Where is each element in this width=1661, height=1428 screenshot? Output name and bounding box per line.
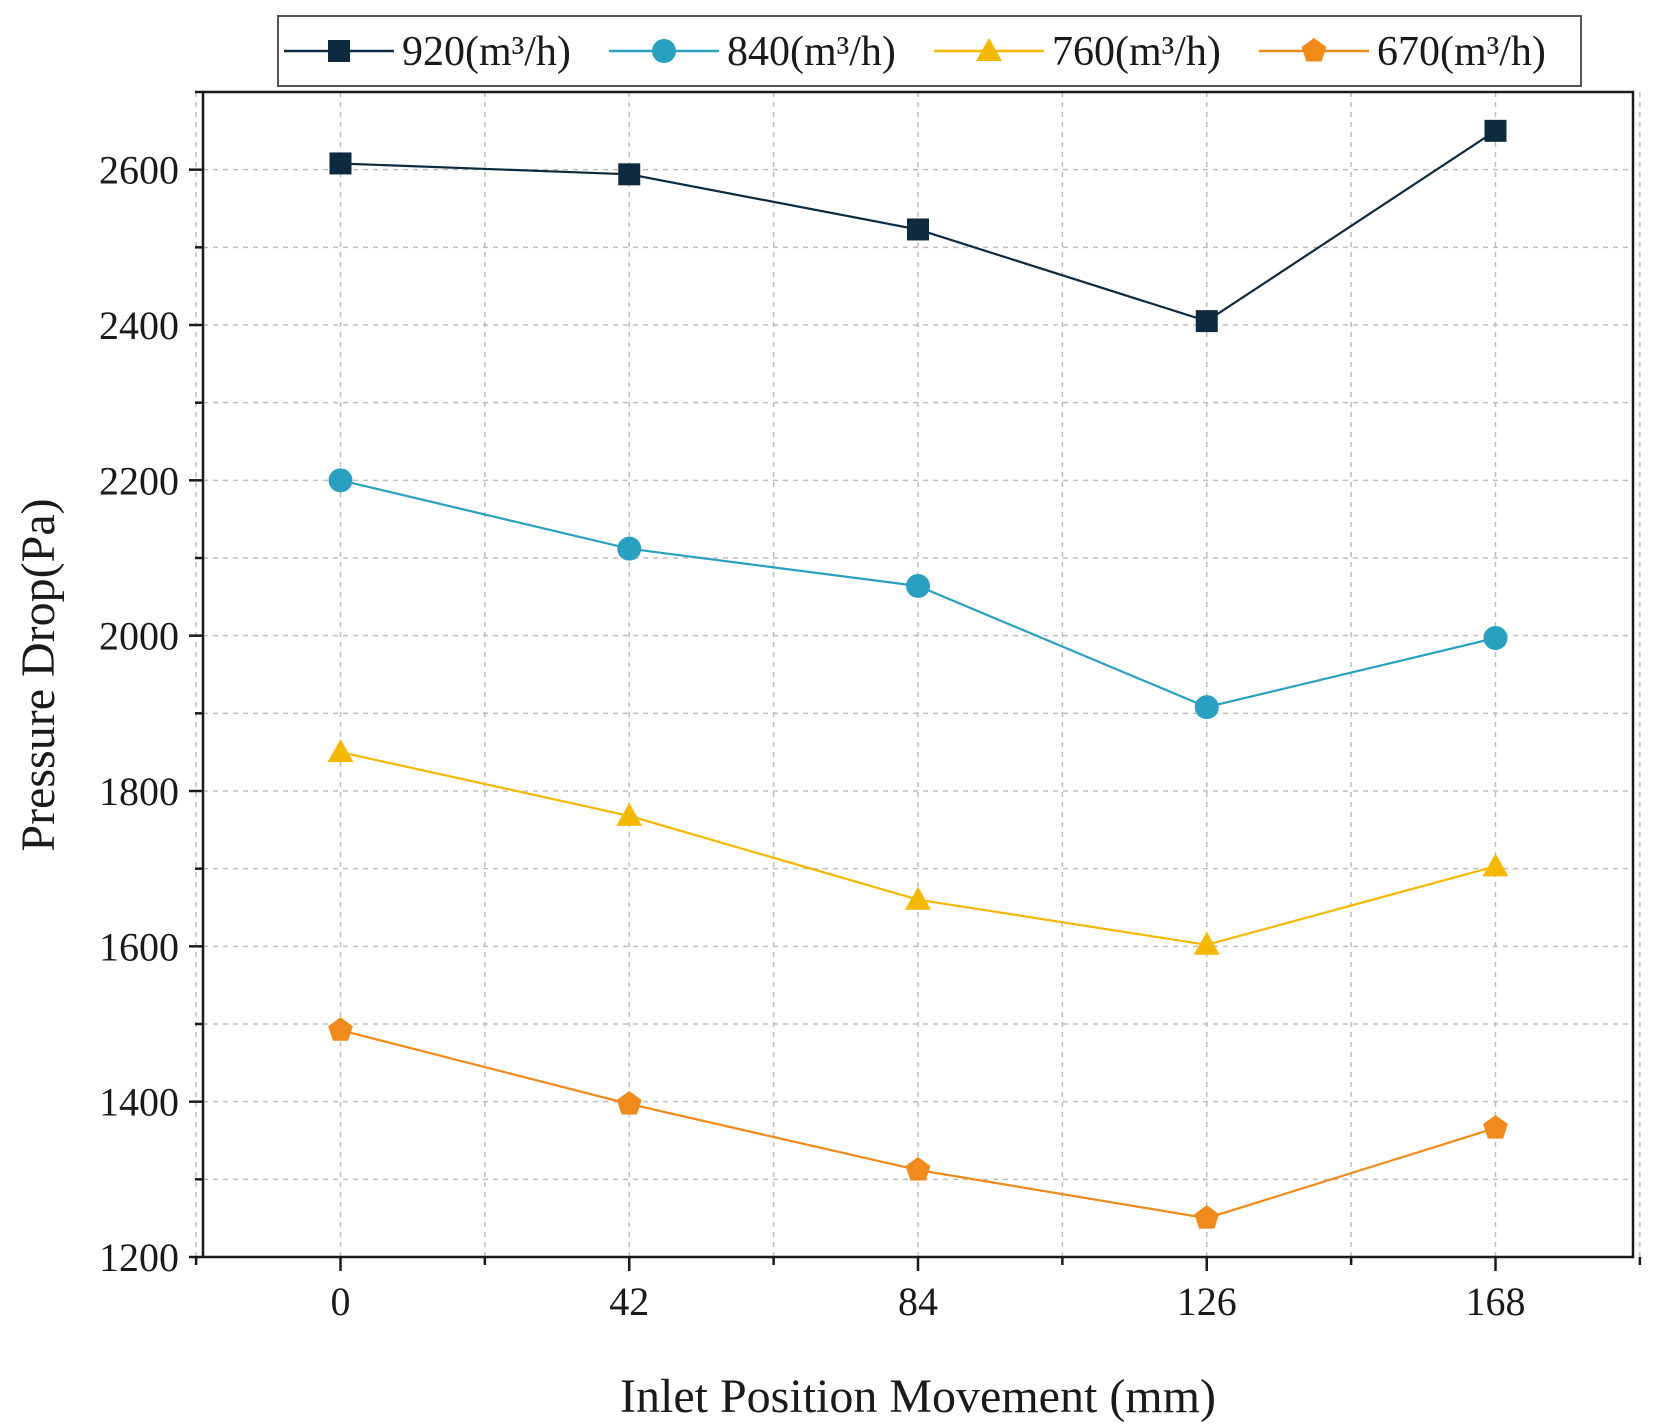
y-tick-label: 1600	[99, 924, 179, 969]
data-point-square	[618, 163, 641, 186]
y-tick-label: 1200	[99, 1235, 179, 1280]
series-1	[328, 468, 1508, 720]
data-point-triangle	[327, 739, 354, 763]
legend-item: 840(m³/h)	[609, 29, 896, 75]
legend-label: 840(m³/h)	[727, 29, 896, 75]
data-point-triangle	[1193, 931, 1220, 955]
legend-item: 670(m³/h)	[1259, 29, 1546, 75]
x-tick-label: 168	[1466, 1279, 1526, 1324]
legend-label: 670(m³/h)	[1377, 29, 1546, 75]
legend-item: 760(m³/h)	[934, 29, 1221, 75]
data-point-triangle	[905, 886, 931, 910]
data-point-pentagon	[1194, 1205, 1220, 1229]
y-tick-label: 2400	[99, 303, 179, 348]
x-tick-label: 84	[898, 1279, 938, 1324]
data-point-pentagon	[905, 1157, 931, 1181]
data-point-pentagon	[1483, 1115, 1508, 1139]
grid-lines	[195, 92, 1641, 1257]
legend-item: 920(m³/h)	[284, 29, 571, 75]
x-tick-label: 126	[1177, 1279, 1237, 1324]
data-point-circle	[1483, 625, 1508, 650]
legend-marker-triangle	[976, 38, 1002, 61]
legend-label: 920(m³/h)	[402, 29, 571, 75]
y-axis: 1200 1400 1600 1800 2000 2200 2400 2600	[99, 90, 203, 1280]
data-point-circle	[1194, 695, 1219, 720]
data-point-pentagon	[616, 1091, 642, 1115]
data-point-triangle	[616, 802, 643, 826]
legend-marker-square	[328, 40, 350, 62]
data-point-circle	[617, 536, 642, 561]
data-point-square	[907, 218, 929, 241]
y-tick-label: 1800	[99, 769, 179, 814]
x-tick-label: 42	[609, 1279, 649, 1324]
data-point-circle	[328, 468, 353, 493]
data-point-triangle	[1482, 853, 1509, 877]
y-tick-label: 1400	[99, 1080, 179, 1125]
series-3	[328, 1017, 1508, 1229]
legend: 920(m³/h) 840(m³/h) 760(m³/h) 670(m³/h)	[277, 15, 1582, 87]
x-axis: 0 42 84 126 168	[194, 1257, 1642, 1324]
series-2	[327, 739, 1509, 955]
y-tick-label: 2200	[99, 458, 179, 503]
y-axis-title: Pressure Drop(Pa)	[12, 498, 65, 851]
x-tick-label: 0	[331, 1279, 351, 1324]
data-point-square	[1484, 119, 1507, 142]
data-point-circle	[906, 573, 930, 598]
series-0	[329, 119, 1507, 333]
legend-label: 760(m³/h)	[1052, 29, 1221, 75]
x-axis-title: Inlet Position Movement (mm)	[620, 1370, 1216, 1423]
data-point-square	[1195, 310, 1218, 333]
series-layer	[327, 119, 1509, 1229]
data-point-pentagon	[328, 1017, 353, 1041]
y-tick-label: 2600	[99, 148, 179, 193]
legend-marker-circle	[652, 39, 676, 63]
data-point-square	[329, 152, 352, 175]
legend-marker-pentagon	[1301, 38, 1327, 62]
y-tick-label: 2000	[99, 614, 179, 659]
